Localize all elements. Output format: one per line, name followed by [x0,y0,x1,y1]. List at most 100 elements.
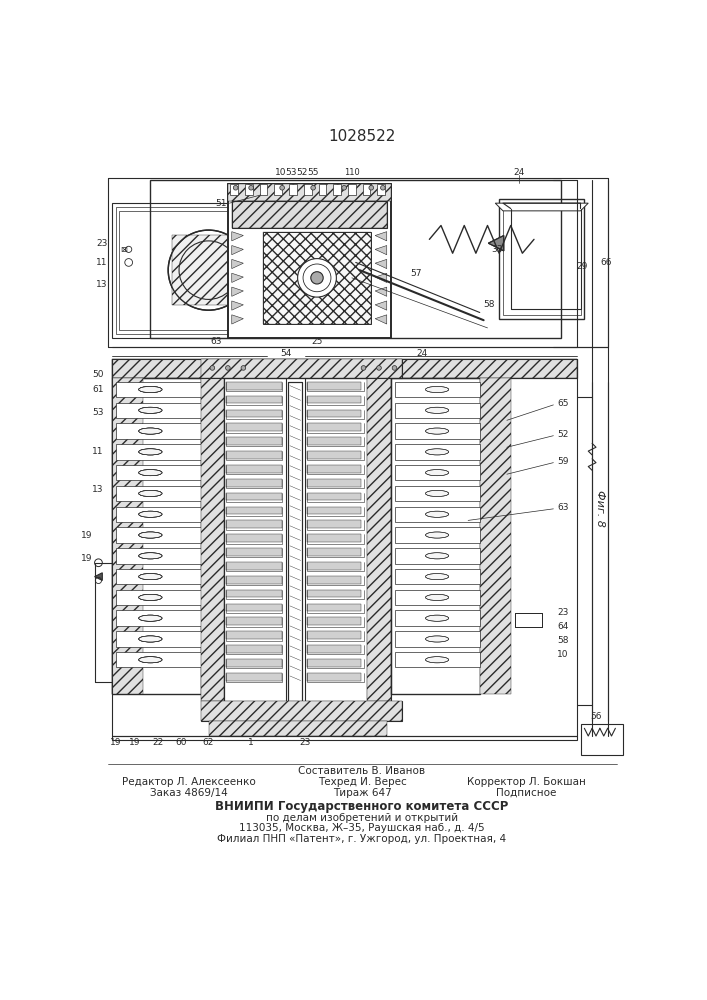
Ellipse shape [139,511,162,517]
Ellipse shape [426,407,449,413]
Ellipse shape [139,594,162,600]
Text: 63: 63 [557,503,568,512]
Bar [307,548,361,556]
Polygon shape [232,232,243,241]
Ellipse shape [139,553,162,559]
Bar [307,645,361,653]
Text: 25: 25 [311,337,322,346]
Text: 113035, Москва, Ж–35, Раушская наб., д. 4/5: 113035, Москва, Ж–35, Раушская наб., д. … [239,823,485,833]
Bar [307,451,361,459]
Circle shape [341,185,346,190]
Text: 62: 62 [203,738,214,747]
Circle shape [226,366,230,370]
Bar [151,180,561,338]
Circle shape [311,185,315,190]
Ellipse shape [139,532,162,538]
Circle shape [249,185,253,190]
Bar [307,617,361,625]
Bar [226,493,282,500]
Bar [226,645,282,653]
Bar [115,423,201,439]
Circle shape [233,185,238,190]
Bar [201,378,224,701]
Ellipse shape [139,449,162,455]
Bar [307,520,361,528]
Polygon shape [232,246,243,255]
Text: 55: 55 [308,168,319,177]
Circle shape [377,366,381,370]
Bar [115,569,201,584]
Circle shape [201,262,216,278]
Bar [307,604,361,611]
Text: 1028522: 1028522 [328,129,396,144]
Bar [228,184,391,338]
Polygon shape [232,315,243,324]
Polygon shape [232,273,243,282]
Ellipse shape [139,553,162,559]
Ellipse shape [139,407,162,413]
Bar [395,403,480,418]
Polygon shape [489,235,504,251]
Ellipse shape [426,428,449,434]
Bar [226,617,282,625]
Bar [307,534,361,542]
Text: 24: 24 [513,168,524,177]
Bar [395,507,480,522]
Text: 19: 19 [81,531,92,540]
Bar [307,562,361,570]
Ellipse shape [139,449,162,455]
Text: 19: 19 [110,738,121,747]
Bar [515,613,542,627]
Ellipse shape [139,470,162,476]
Bar [307,382,361,389]
Ellipse shape [139,615,162,621]
Bar [226,548,282,556]
Text: 10: 10 [557,650,568,659]
Ellipse shape [139,574,162,580]
Text: 24: 24 [416,349,427,358]
Bar [115,207,286,334]
Text: 58: 58 [557,636,568,645]
Bar [226,562,282,570]
Circle shape [346,722,358,734]
Bar [201,701,402,721]
Text: по делам изобретений и открытий: по делам изобретений и открытий [266,813,458,823]
Bar [480,378,510,694]
Bar [115,610,201,626]
Bar [201,701,402,721]
Ellipse shape [426,511,449,517]
Text: 10: 10 [275,168,286,177]
Text: 59: 59 [557,457,568,466]
Bar [289,184,297,195]
Text: 65: 65 [557,399,568,408]
Text: 54: 54 [280,349,292,358]
Text: Заказ 4869/14: Заказ 4869/14 [151,788,228,798]
Polygon shape [375,273,387,282]
Bar [115,382,201,397]
Bar [112,203,290,338]
Circle shape [237,722,250,734]
Bar [226,507,282,514]
Bar [307,590,361,597]
Text: 61: 61 [93,385,104,394]
Text: 56: 56 [590,712,602,721]
Bar [307,493,361,500]
Text: 11: 11 [96,258,107,267]
Bar [305,378,368,701]
Polygon shape [375,287,387,296]
Ellipse shape [139,657,162,663]
Bar [348,184,356,195]
Text: 53: 53 [286,168,297,177]
Bar [395,590,480,605]
Bar [395,548,480,564]
Bar [395,382,480,397]
Ellipse shape [426,594,449,600]
Bar [112,378,201,694]
Bar [112,736,577,740]
Bar [263,232,371,324]
Circle shape [241,366,246,370]
Polygon shape [375,301,387,310]
Ellipse shape [426,574,449,580]
Bar [307,576,361,584]
Ellipse shape [139,615,162,621]
